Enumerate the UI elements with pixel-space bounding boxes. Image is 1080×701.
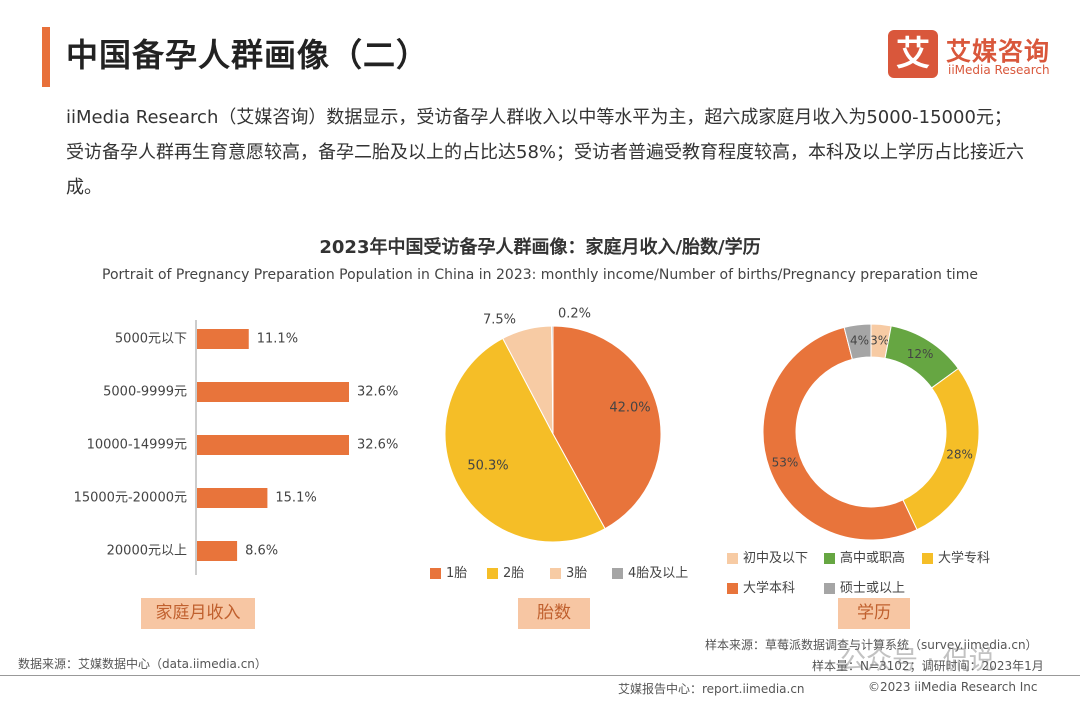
income-chart-label: 家庭月收入 <box>141 598 255 629</box>
watermark: 公众号 · 侃说 <box>840 646 995 676</box>
education-donut-slice <box>762 326 918 541</box>
income-bar <box>197 329 249 349</box>
legend-swatch <box>612 568 623 579</box>
legend-item-bachelor: 大学本科 <box>727 577 795 596</box>
footer-copyright: ©2023 iiMedia Research Inc <box>868 680 1038 694</box>
education-value-label: 28% <box>946 447 973 461</box>
chart-subtitle: Portrait of Pregnancy Preparation Popula… <box>102 267 978 283</box>
income-value-label: 32.6% <box>357 438 398 453</box>
income-value-label: 8.6% <box>245 544 278 559</box>
legend-swatch <box>727 583 738 594</box>
births-pie-slice <box>552 325 662 530</box>
logo-text-cn: 艾媒咨询 <box>946 37 1051 66</box>
education-value-label: 4% <box>850 334 869 348</box>
logo-text-en: iiMedia Research <box>948 63 1050 77</box>
births-value-label: 50.3% <box>467 459 508 474</box>
income-bar <box>197 382 349 402</box>
legend-item-high-school: 高中或职高 <box>824 547 905 566</box>
births-value-label: 7.5% <box>483 313 516 328</box>
sample-source: 样本来源：草莓派数据调查与计算系统（survey.iimedia.cn） <box>705 638 1038 652</box>
income-value-label: 11.1% <box>257 332 298 347</box>
legend-swatch <box>430 568 441 579</box>
legend-item-2-births: 2胎 <box>487 562 524 581</box>
legend-item-1-birth: 1胎 <box>430 562 467 581</box>
footer-divider <box>0 675 1080 676</box>
legend-swatch <box>824 553 835 564</box>
page-title: 中国备孕人群画像（二） <box>66 36 430 74</box>
legend-swatch <box>550 568 561 579</box>
births-value-label: 0.2% <box>558 307 591 322</box>
education-chart-label: 学历 <box>838 598 910 629</box>
legend-swatch <box>922 553 933 564</box>
intro-paragraph: iiMedia Research（艾媒咨询）数据显示，受访备孕人群收入以中等水平… <box>66 107 1025 198</box>
legend-swatch <box>727 553 738 564</box>
education-value-label: 3% <box>870 333 889 347</box>
education-value-label: 53% <box>772 455 799 469</box>
income-category-label: 5000元以下 <box>115 332 187 347</box>
title-accent-bar <box>42 27 50 87</box>
births-pie-slice <box>444 337 606 543</box>
income-value-label: 32.6% <box>357 385 398 400</box>
legend-item-junior-high: 初中及以下 <box>727 547 808 566</box>
income-value-label: 15.1% <box>275 491 316 506</box>
births-value-label: 42.0% <box>609 401 650 416</box>
income-category-label: 10000-14999元 <box>87 438 187 453</box>
sample-size: 样本量：N=3102；调研时间：2023年1月 <box>812 659 1044 673</box>
education-donut-slice <box>843 323 872 360</box>
logo-mark: 艾 <box>888 30 938 78</box>
income-category-label: 20000元以上 <box>107 544 187 559</box>
legend-item-master: 硕士或以上 <box>824 577 905 596</box>
income-bar <box>197 435 349 455</box>
footer-report-center: 艾媒报告中心：report.iimedia.cn <box>618 682 805 696</box>
legend-swatch <box>824 583 835 594</box>
legend-swatch <box>487 568 498 579</box>
births-pie-slice <box>551 325 554 435</box>
income-category-label: 5000-9999元 <box>103 385 187 400</box>
legend-item-4plus-births: 4胎及以上 <box>612 562 688 581</box>
income-bar <box>197 541 238 561</box>
data-source: 数据来源：艾媒数据中心（data.iimedia.cn） <box>18 657 267 671</box>
births-chart-label: 胎数 <box>518 598 590 629</box>
education-value-label: 12% <box>907 347 934 361</box>
legend-item-3-births: 3胎 <box>550 562 587 581</box>
iimedia-logo: 艾 艾媒咨询 iiMedia Research <box>888 30 1063 80</box>
income-bar <box>197 488 268 508</box>
chart-title: 2023年中国受访备孕人群画像：家庭月收入/胎数/学历 <box>319 237 761 258</box>
legend-item-college: 大学专科 <box>922 547 990 566</box>
income-category-label: 15000元-20000元 <box>74 491 187 506</box>
